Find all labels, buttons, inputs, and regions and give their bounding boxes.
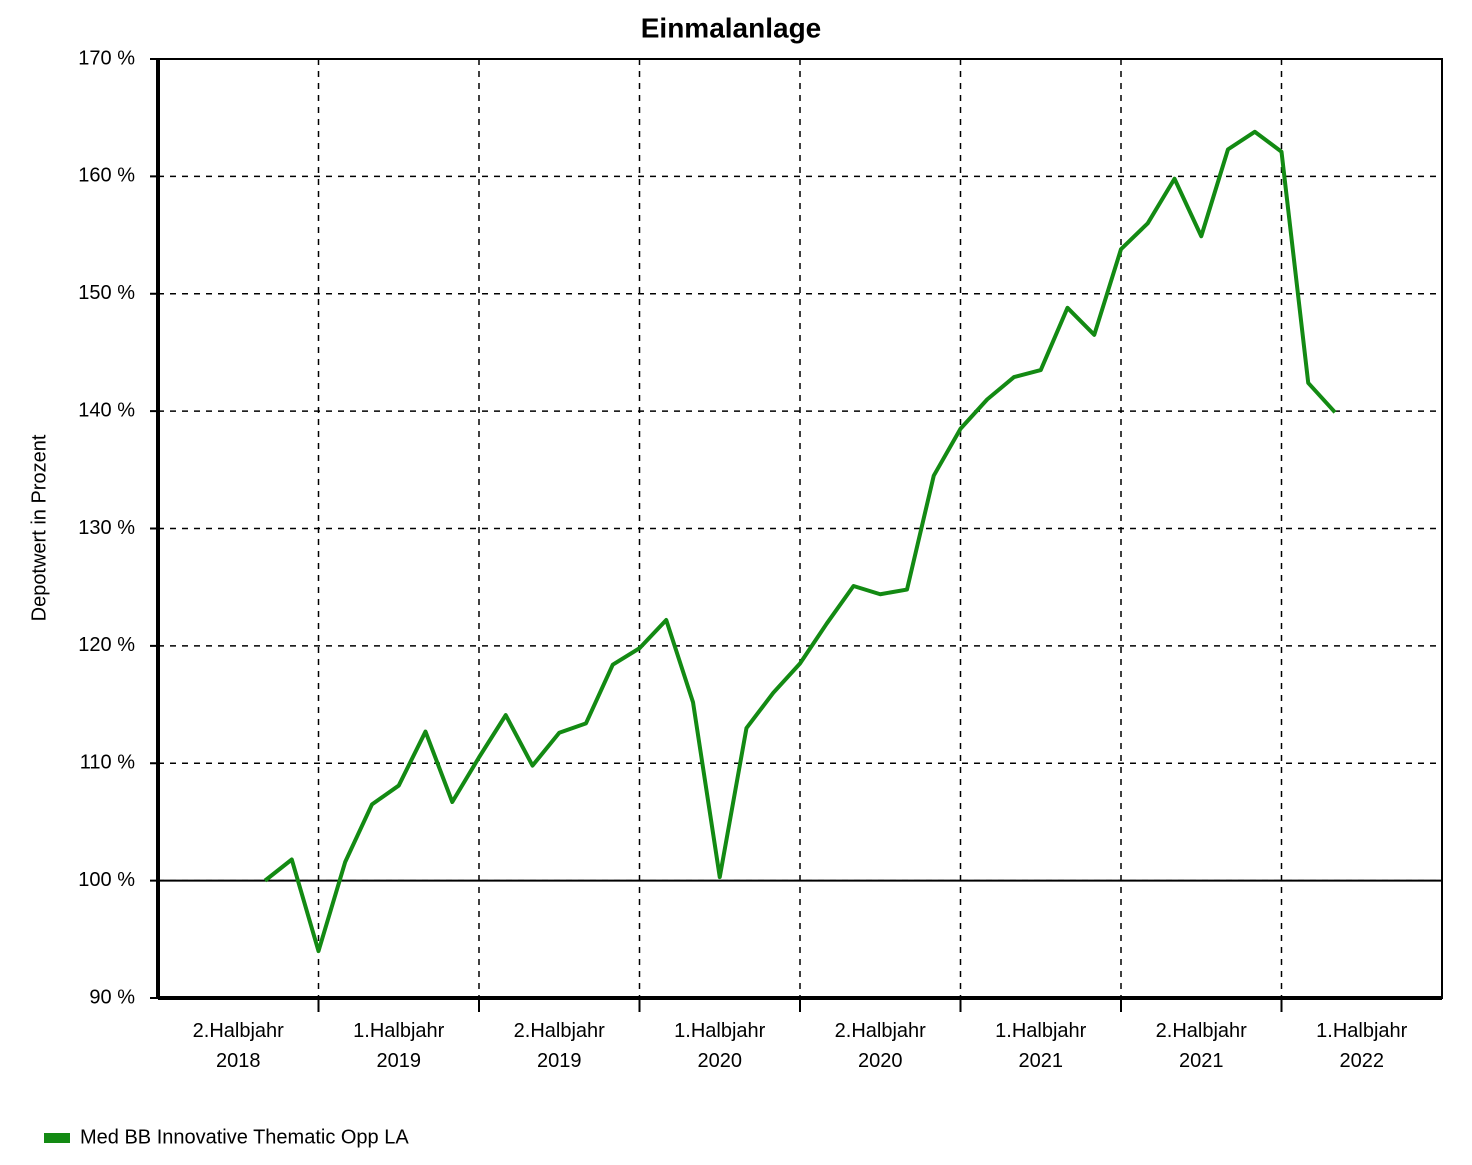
x-tick-label: 1.Halbjahr 2019	[353, 1020, 445, 1072]
chart-title: Einmalanlage	[641, 12, 822, 43]
x-tick-label: 2.Halbjahr 2019	[513, 1020, 605, 1072]
x-tick-label: 1.Halbjahr 2020	[674, 1020, 766, 1072]
x-tick-label: 2.Halbjahr 2020	[834, 1020, 926, 1072]
x-tick-label: 1.Halbjahr 2021	[995, 1020, 1087, 1072]
y-tick-label: 90 %	[89, 986, 135, 1008]
y-tick-label: 170 %	[78, 47, 135, 69]
x-tick-label: 2.Halbjahr 2018	[192, 1020, 284, 1072]
y-tick-label: 120 %	[78, 634, 135, 656]
x-tick-label: 2.Halbjahr 2021	[1155, 1020, 1247, 1072]
y-tick-label: 160 %	[78, 165, 135, 187]
y-axis-label: Depotwert in Prozent	[28, 434, 50, 621]
y-tick-label: 100 %	[78, 869, 135, 891]
y-tick-label: 130 %	[78, 517, 135, 539]
y-tick-label: 140 %	[78, 399, 135, 421]
y-tick-label: 110 %	[80, 752, 135, 774]
legend-swatch	[44, 1133, 70, 1143]
series-line	[263, 129, 1337, 954]
legend-label: Med BB Innovative Thematic Opp LA	[80, 1126, 409, 1148]
y-tick-label: 150 %	[78, 282, 135, 304]
x-tick-label: 1.Halbjahr 2022	[1316, 1020, 1408, 1072]
